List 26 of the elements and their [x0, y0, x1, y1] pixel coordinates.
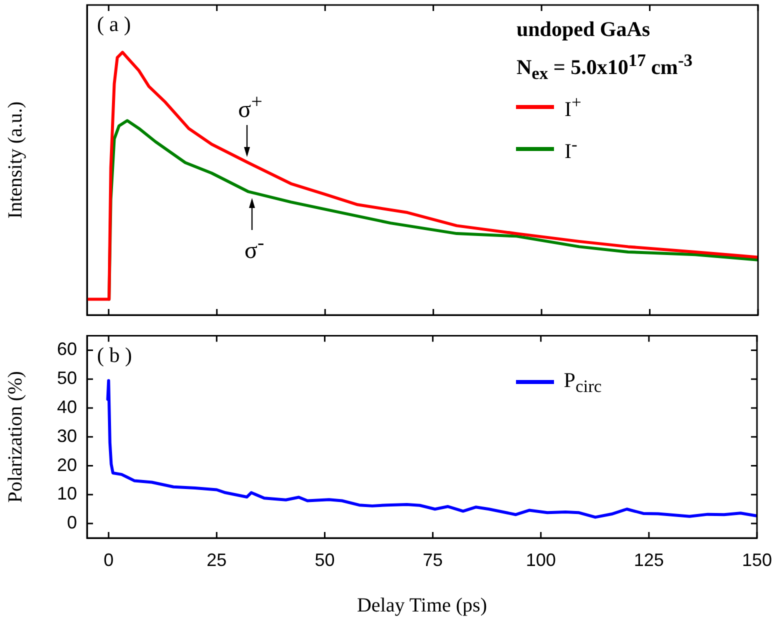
y-axis-title: Intensity (a.u.): [4, 101, 26, 219]
x-tick-label: 125: [634, 550, 664, 570]
annotation: σ$^{-}$: [244, 232, 264, 264]
annotation: σ$^{+}$: [238, 90, 262, 124]
y-tick-label: 40: [56, 396, 77, 417]
annotation: N$_{ex}$ = 5.0x10$^{17}$ cm$^{-3}$: [516, 50, 693, 84]
y-tick-label: 30: [56, 426, 77, 446]
annotation: ( b ): [97, 342, 132, 367]
legend-label: I$^{-}$: [564, 134, 578, 164]
x-tick-label: 25: [206, 550, 227, 570]
y-tick-label: 60: [56, 339, 77, 360]
x-tick-label: 150: [742, 550, 772, 570]
legend-label: P$_{circ}$: [564, 368, 602, 397]
legend-label: I$^{+}$: [564, 92, 582, 122]
x-tick-label: 75: [422, 550, 443, 570]
y-tick-label: 20: [56, 454, 77, 475]
x-tick-label: 0: [104, 550, 114, 570]
y-axis-title: Polarization (%): [4, 371, 26, 503]
y-tick-label: 0: [66, 512, 77, 533]
x-tick-label: 50: [314, 550, 335, 570]
y-tick-label: 10: [56, 484, 77, 504]
text: ( a ): [97, 12, 131, 36]
y-tick-label: 50: [56, 368, 77, 388]
x-tick-label: 100: [526, 550, 556, 570]
text: undoped GaAs: [516, 17, 652, 42]
x-axis-title: Delay Time (ps): [356, 594, 487, 616]
